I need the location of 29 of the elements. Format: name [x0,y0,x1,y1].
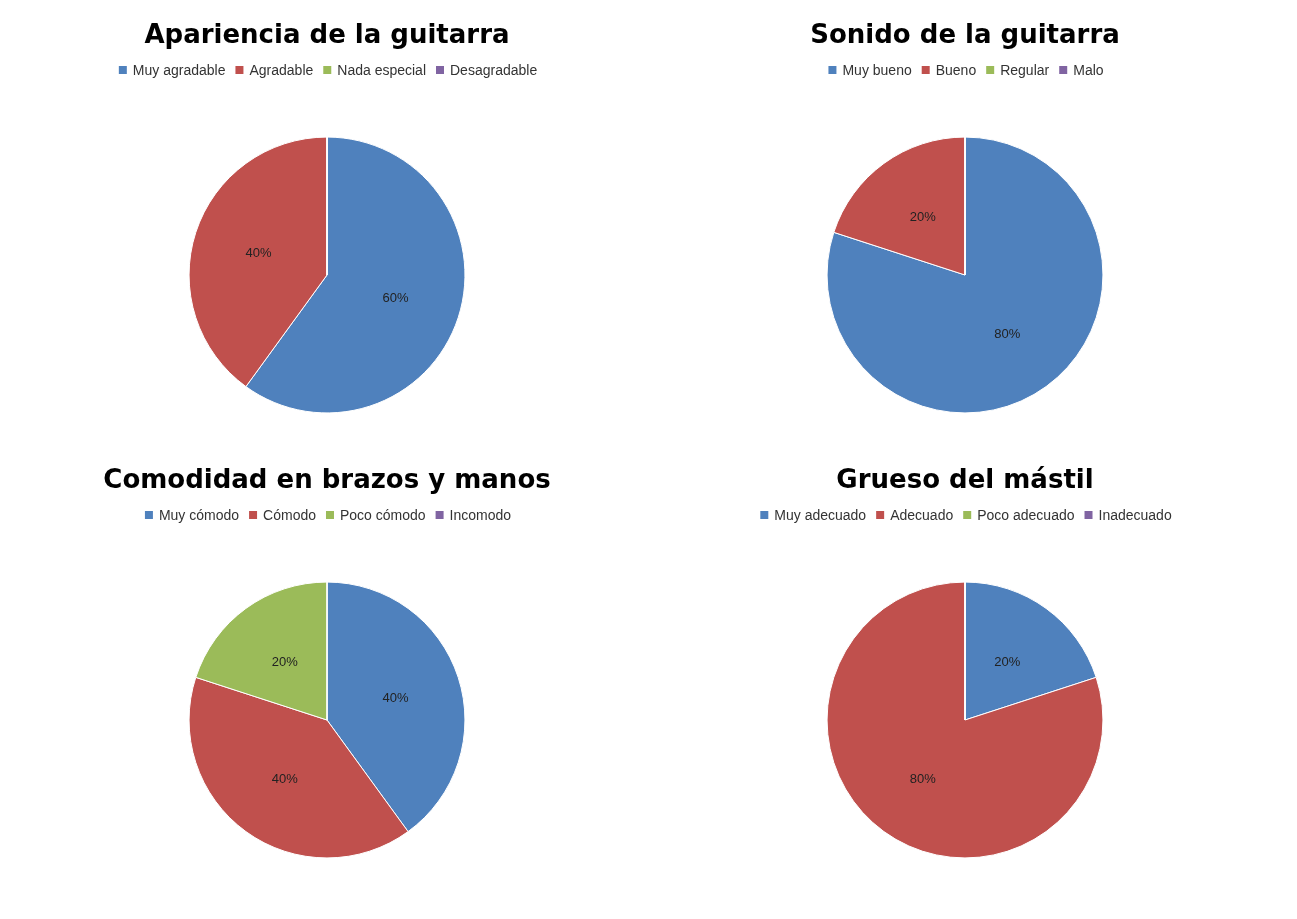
legend-label: Nada especial [337,62,427,78]
legend-label: Incomodo [449,507,512,523]
data-label: 40% [382,690,409,706]
legend-label: Malo [1073,62,1104,78]
legend-label: Muy bueno [842,62,912,78]
legend-label: Cómodo [263,507,317,523]
chart-title: Grueso del mástil [836,464,1094,494]
legend-label: Adecuado [890,507,954,523]
legend-label: Agradable [249,62,314,78]
legend-label: Poco cómodo [339,507,426,523]
legend-label: Regular [1000,62,1050,78]
chart-title: Apariencia de la guitarra [144,19,510,49]
data-label: 40% [271,770,299,786]
legend-label: Inadecuado [1098,507,1172,523]
data-label: 20% [271,654,299,670]
legend-label: Muy cómodo [158,507,240,523]
chart-title: Comodidad en brazos y manos [103,464,551,494]
data-label: 20% [994,654,1021,670]
legend-label: Bueno [935,62,977,78]
data-label: 40% [245,245,272,261]
legend-label: Poco adecuado [977,507,1075,523]
data-label: 60% [382,289,409,305]
data-label: 80% [909,770,937,786]
legend-label: Muy adecuado [774,507,867,523]
legend-label: Muy agradable [132,62,226,78]
data-label: 80% [994,325,1021,341]
legend-label: Desagradable [450,62,538,78]
data-label: 20% [909,209,937,225]
chart-title: Sonido de la guitarra [810,19,1120,49]
